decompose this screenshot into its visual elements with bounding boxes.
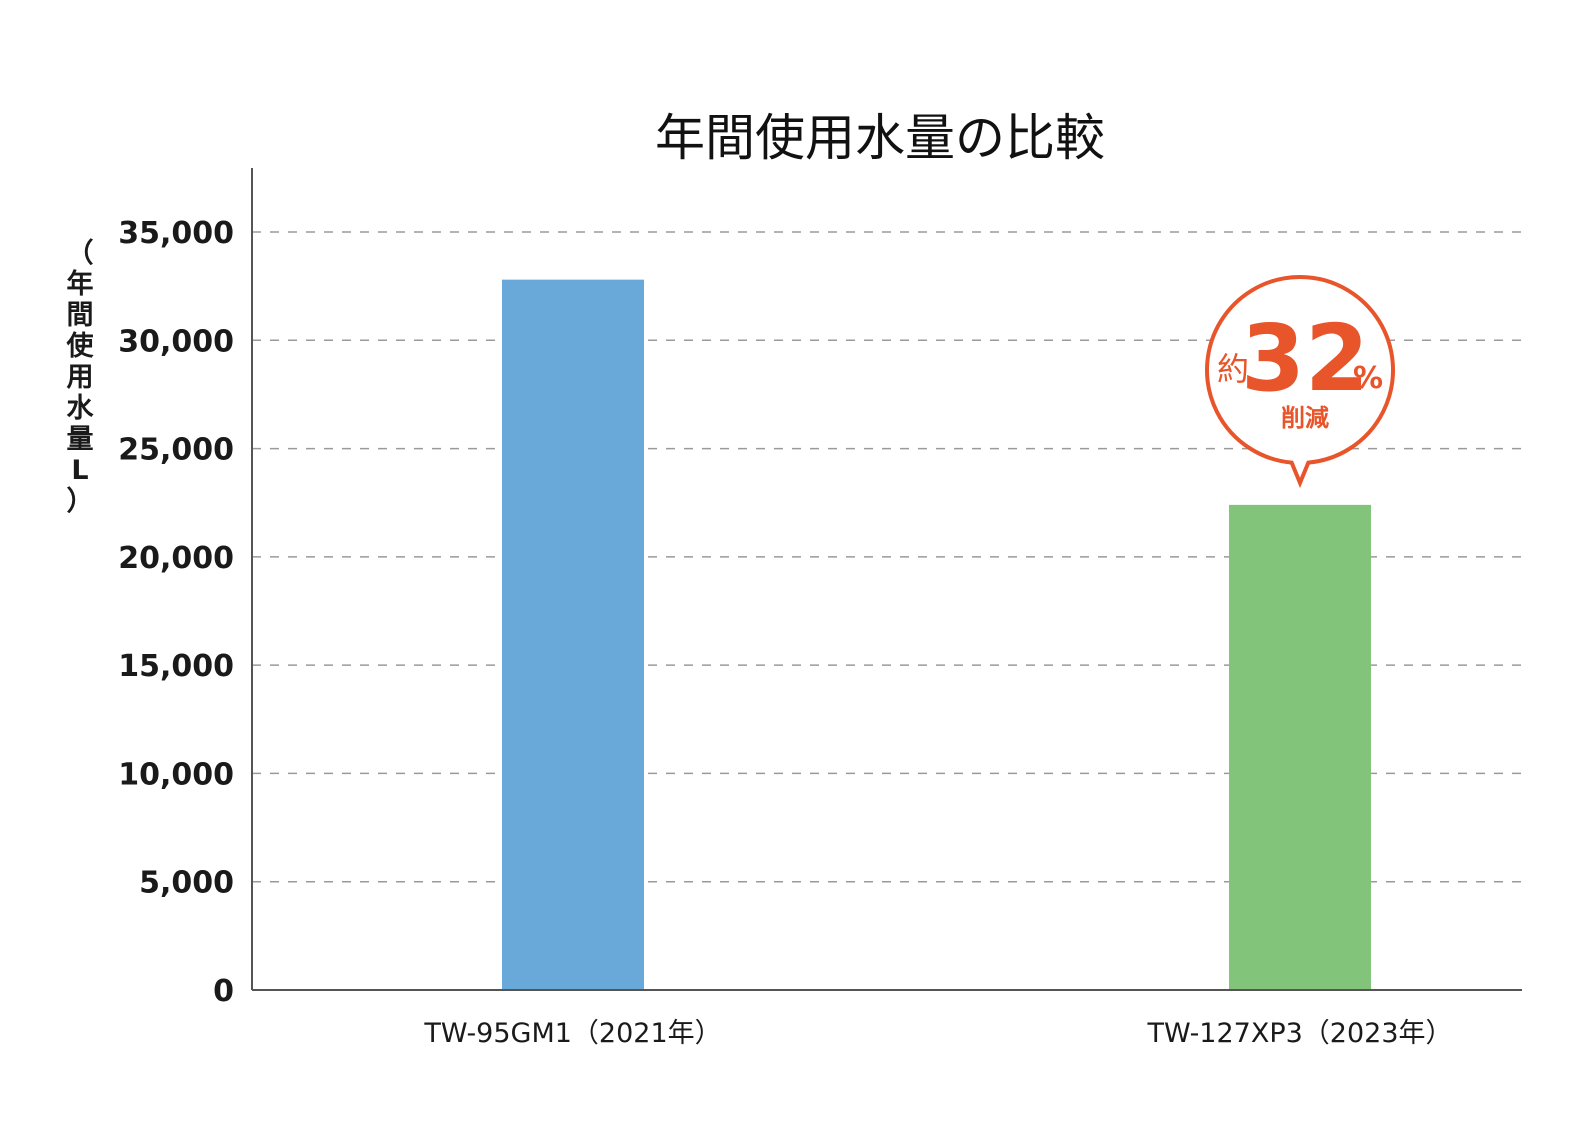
y-axis-label-char: 用 xyxy=(67,362,94,393)
callout-label: 削減 xyxy=(1281,404,1329,432)
y-tick-label: 25,000 xyxy=(118,433,234,468)
x-category-label: TW-127XP3（2023年） xyxy=(1146,1018,1452,1049)
bar xyxy=(502,279,644,990)
callout-bubble xyxy=(1205,275,1395,489)
y-tick-label: 15,000 xyxy=(118,649,234,684)
y-axis-label-char: 量 xyxy=(67,424,94,455)
callout-prefix: 約 xyxy=(1217,350,1249,388)
reduction-callout: 約 32 % 削減 xyxy=(1205,275,1395,489)
bar xyxy=(1229,504,1371,990)
y-tick-label: 35,000 xyxy=(118,216,234,251)
callout-value: 32 xyxy=(1241,305,1369,412)
y-tick-label: 10,000 xyxy=(118,757,234,792)
y-axis-label-char: ） xyxy=(67,486,94,517)
y-axis-label-char: 使 xyxy=(66,331,95,362)
y-axis-ticks: 0 5,000 10,000 15,000 20,000 25,000 30,000 35,0… xyxy=(118,216,234,1009)
y-tick-label: 0 xyxy=(213,974,234,1009)
gridlines xyxy=(252,231,1522,883)
callout-unit: % xyxy=(1353,361,1383,396)
y-axis-label-char: L xyxy=(71,455,88,486)
x-axis-categories: TW-95GM1（2021年） TW-127XP3（2023年） xyxy=(423,1018,1452,1049)
bars xyxy=(502,279,1371,990)
y-axis-label-char: 間 xyxy=(67,300,94,331)
y-axis-label-char: （ xyxy=(67,238,94,269)
y-axis-label-char: 水 xyxy=(67,393,95,424)
y-tick-label: 20,000 xyxy=(118,541,234,576)
y-axis-label-char: 年 xyxy=(67,268,94,300)
x-category-label: TW-95GM1（2021年） xyxy=(423,1018,721,1049)
y-tick-label: 5,000 xyxy=(139,866,234,901)
chart-title: 年間使用水量の比較 xyxy=(655,109,1105,167)
y-tick-label: 30,000 xyxy=(118,324,234,359)
axes xyxy=(251,168,1522,991)
